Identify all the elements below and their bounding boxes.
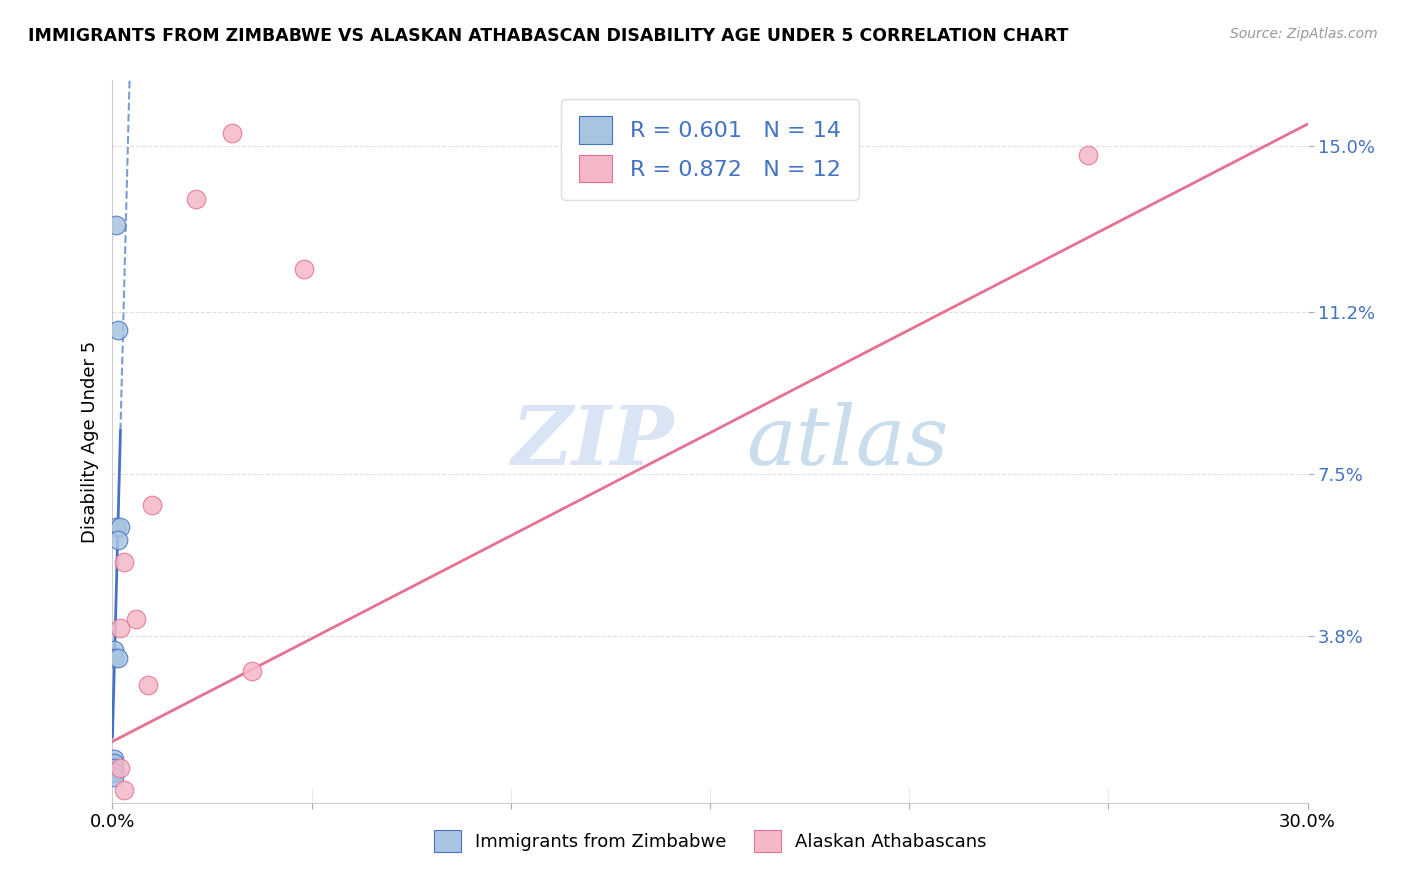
Legend: Immigrants from Zimbabwe, Alaskan Athabascans: Immigrants from Zimbabwe, Alaskan Athaba…	[426, 822, 994, 859]
Point	[103, 765, 125, 780]
Point	[141, 498, 163, 512]
Point	[221, 126, 243, 140]
Point	[240, 665, 263, 679]
Point	[292, 261, 315, 276]
Point	[103, 765, 125, 780]
Point	[1077, 147, 1099, 161]
Point	[104, 218, 127, 232]
Point	[103, 642, 125, 657]
Point	[104, 520, 127, 534]
Point	[114, 555, 135, 569]
Point	[138, 677, 160, 691]
Point	[186, 192, 208, 206]
Point	[125, 612, 148, 626]
Point	[103, 761, 125, 775]
Point	[103, 770, 125, 784]
Point	[110, 621, 132, 635]
Point	[103, 756, 125, 771]
Point	[103, 752, 125, 766]
Point	[110, 761, 132, 775]
Y-axis label: Disability Age Under 5: Disability Age Under 5	[80, 341, 98, 542]
Text: ZIP: ZIP	[512, 401, 675, 482]
Text: atlas: atlas	[747, 401, 948, 482]
Point	[114, 782, 135, 797]
Point	[107, 533, 129, 547]
Point	[107, 651, 129, 665]
Text: IMMIGRANTS FROM ZIMBABWE VS ALASKAN ATHABASCAN DISABILITY AGE UNDER 5 CORRELATIO: IMMIGRANTS FROM ZIMBABWE VS ALASKAN ATHA…	[28, 27, 1069, 45]
Text: Source: ZipAtlas.com: Source: ZipAtlas.com	[1230, 27, 1378, 41]
Point	[103, 651, 125, 665]
Point	[110, 520, 132, 534]
Point	[107, 323, 129, 337]
